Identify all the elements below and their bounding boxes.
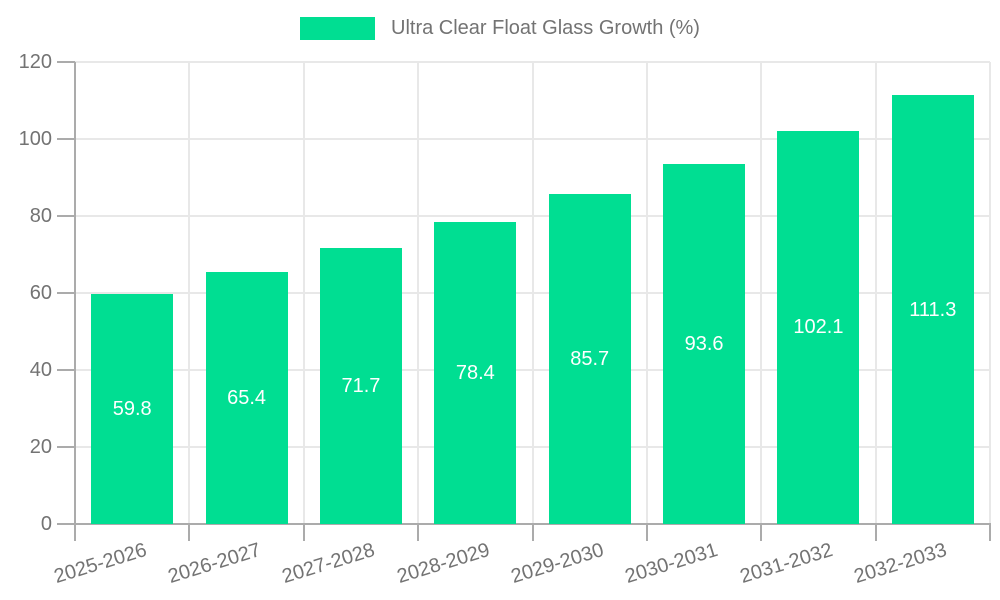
y-tick-label: 0 bbox=[40, 513, 52, 535]
y-tick-label: 40 bbox=[29, 359, 52, 381]
y-tick-label: 120 bbox=[18, 51, 52, 73]
y-axis-line bbox=[74, 62, 76, 524]
chart-legend[interactable]: Ultra Clear Float Glass Growth (%) bbox=[0, 17, 1000, 40]
y-tick-label: 100 bbox=[18, 128, 52, 150]
x-gridline bbox=[417, 62, 420, 524]
x-tick-label: 2025-2026 bbox=[51, 538, 149, 588]
x-axis-line bbox=[74, 523, 991, 525]
x-tick-label: 2028-2029 bbox=[394, 538, 493, 588]
bar-value-label: 102.1 bbox=[793, 316, 844, 339]
y-tick-label: 60 bbox=[29, 282, 52, 304]
x-gridline bbox=[760, 62, 763, 524]
y-axis-tick bbox=[57, 292, 75, 294]
bar-value-label: 65.4 bbox=[227, 387, 267, 410]
x-gridline bbox=[188, 62, 191, 524]
x-axis-tick bbox=[417, 523, 420, 541]
y-axis-tick bbox=[57, 138, 75, 140]
x-gridline bbox=[531, 62, 534, 524]
x-axis-tick bbox=[188, 523, 191, 541]
bar-value-label: 59.8 bbox=[112, 397, 152, 420]
x-tick-label: 2026-2027 bbox=[165, 538, 264, 588]
y-axis-tick bbox=[57, 215, 75, 217]
x-tick-label: 2029-2030 bbox=[508, 538, 607, 588]
y-axis-tick bbox=[57, 523, 75, 525]
bar-value-label: 93.6 bbox=[684, 332, 724, 355]
y-axis-tick bbox=[57, 369, 75, 371]
bar-value-label: 71.7 bbox=[341, 374, 381, 397]
bar bbox=[91, 293, 174, 524]
x-axis-tick bbox=[760, 523, 763, 541]
x-axis-tick bbox=[74, 523, 76, 541]
x-axis-tick bbox=[874, 523, 877, 541]
x-tick-label: 2031-2032 bbox=[737, 538, 836, 588]
x-axis-tick bbox=[645, 523, 648, 541]
bar-value-label: 78.4 bbox=[455, 362, 495, 385]
bar bbox=[548, 194, 631, 524]
x-gridline bbox=[645, 62, 648, 524]
x-axis-tick bbox=[302, 523, 305, 541]
x-tick-label: 2027-2028 bbox=[279, 538, 378, 588]
x-tick-label: 2030-2031 bbox=[622, 538, 721, 588]
y-tick-label: 80 bbox=[29, 205, 52, 227]
y-axis-tick bbox=[57, 446, 75, 448]
x-tick-label: 2032-2033 bbox=[851, 538, 950, 588]
x-axis-tick bbox=[531, 523, 534, 541]
x-gridline bbox=[874, 62, 877, 524]
legend-label: Ultra Clear Float Glass Growth (%) bbox=[391, 17, 700, 39]
y-axis-tick bbox=[57, 61, 75, 63]
x-axis-tick bbox=[989, 523, 991, 541]
bar bbox=[205, 272, 288, 524]
y-tick-label: 20 bbox=[29, 436, 52, 458]
bar bbox=[663, 163, 746, 524]
bar bbox=[891, 95, 974, 524]
bar bbox=[319, 247, 402, 524]
x-gridline bbox=[302, 62, 305, 524]
legend-swatch bbox=[300, 17, 376, 40]
bar-value-label: 85.7 bbox=[570, 348, 610, 371]
bar-value-label: 111.3 bbox=[909, 298, 957, 321]
bar bbox=[434, 222, 517, 524]
x-gridline bbox=[989, 62, 991, 524]
bar bbox=[777, 130, 860, 524]
